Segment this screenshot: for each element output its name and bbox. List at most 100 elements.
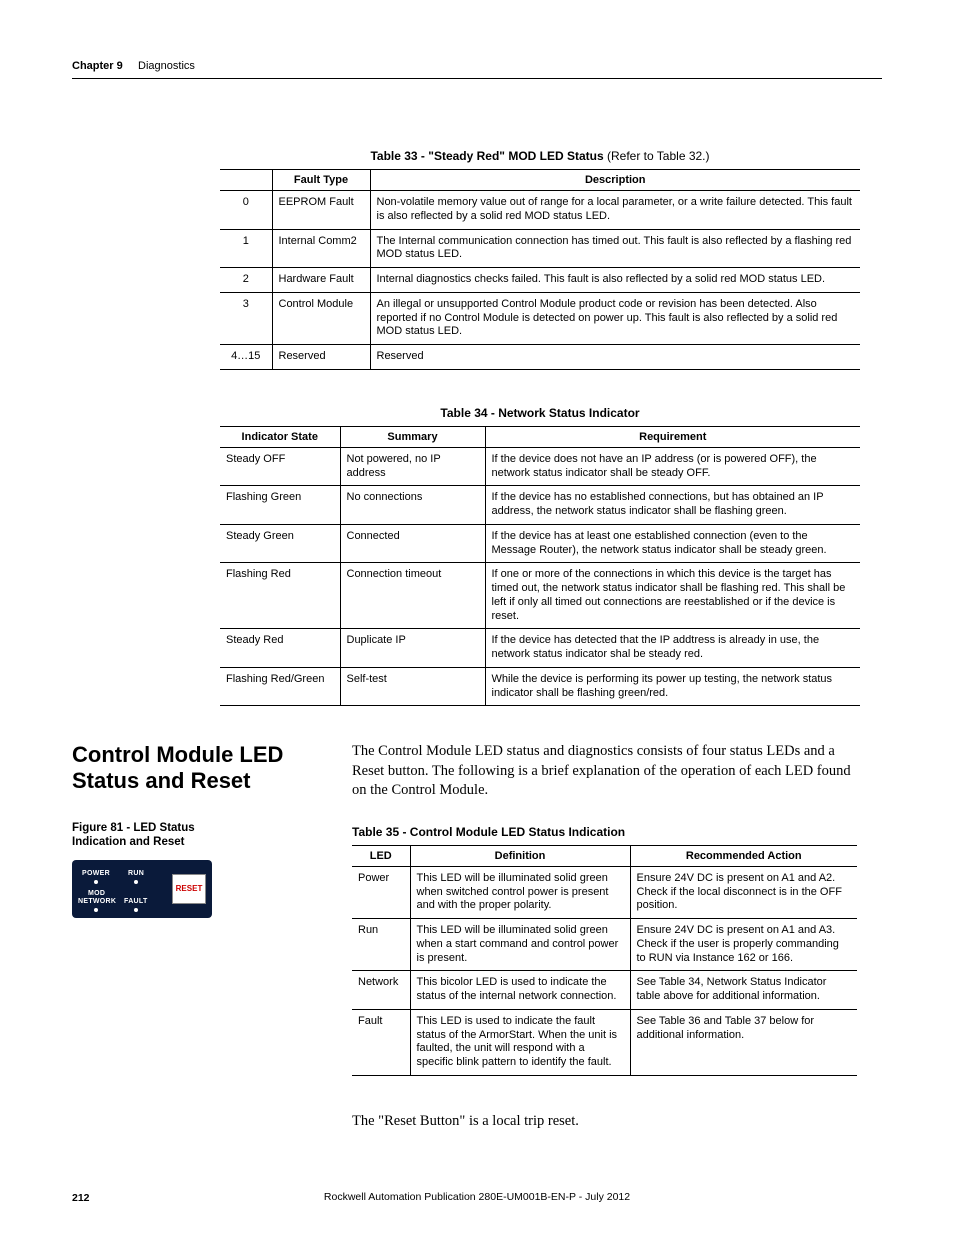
table35: LED Definition Recommended Action PowerT… [352, 845, 857, 1076]
t35-cell: This LED will be illuminated solid green… [410, 866, 630, 918]
t35-cell: See Table 36 and Table 37 below for addi… [630, 1009, 857, 1075]
table33: Fault Type Description 0EEPROM FaultNon-… [220, 169, 860, 370]
t35-row: FaultThis LED is used to indicate the fa… [352, 1009, 857, 1075]
led-panel: POWER RUN MOD NETWORK FAULT RESET [72, 860, 212, 918]
t33-cell: Internal Comm2 [272, 229, 370, 268]
t34-cell: Steady Green [220, 524, 340, 563]
t34-cell: Duplicate IP [340, 629, 485, 668]
t34-cell: Flashing Red/Green [220, 667, 340, 706]
led-power-label: POWER [82, 870, 110, 877]
t34-cell: If the device has detected that the IP a… [485, 629, 860, 668]
led-mod-label: MOD [88, 890, 105, 897]
t33-row: 2Hardware FaultInternal diagnostics chec… [220, 268, 860, 293]
t34-row: Steady RedDuplicate IPIf the device has … [220, 629, 860, 668]
t35-h1: Definition [410, 845, 630, 866]
t33-row: 3Control ModuleAn illegal or unsupported… [220, 292, 860, 344]
page-header: Chapter 9 Diagnostics [72, 60, 882, 72]
t33-cell: Non-volatile memory value out of range f… [370, 191, 860, 230]
t35-cell: This LED is used to indicate the fault s… [410, 1009, 630, 1075]
table33-caption: Table 33 - "Steady Red" MOD LED Status (… [220, 149, 860, 163]
t35-cell: Network [352, 971, 410, 1010]
t35-cell: This bicolor LED is used to indicate the… [410, 971, 630, 1010]
table34-caption: Table 34 - Network Status Indicator [220, 406, 860, 420]
t35-row: RunThis LED will be illuminated solid gr… [352, 919, 857, 971]
t33-cell: 2 [220, 268, 272, 293]
t34-cell: If the device does not have an IP addres… [485, 447, 860, 486]
t33-h1: Fault Type [272, 170, 370, 191]
t33-cell: The Internal communication connection ha… [370, 229, 860, 268]
t34-cell: Flashing Red [220, 563, 340, 629]
t33-h2: Description [370, 170, 860, 191]
t34-cell: Connection timeout [340, 563, 485, 629]
t33-cell: Internal diagnostics checks failed. This… [370, 268, 860, 293]
t34-cell: If one or more of the connections in whi… [485, 563, 860, 629]
t35-cell: Power [352, 866, 410, 918]
page-number: 212 [72, 1192, 90, 1204]
t35-row: NetworkThis bicolor LED is used to indic… [352, 971, 857, 1010]
t33-cell: 1 [220, 229, 272, 268]
t35-h2: Recommended Action [630, 845, 857, 866]
t35-cell: See Table 34, Network Status Indicator t… [630, 971, 857, 1010]
t33-cell: Control Module [272, 292, 370, 344]
table33-caption-bold: Table 33 - "Steady Red" MOD LED Status [370, 149, 603, 163]
t34-cell: If the device has no established connect… [485, 486, 860, 525]
t34-h0: Indicator State [220, 426, 340, 447]
t34-cell: Steady Red [220, 629, 340, 668]
led-network-dot [94, 908, 98, 912]
table34: Indicator State Summary Requirement Stea… [220, 426, 860, 707]
table33-caption-rest: (Refer to Table 32.) [604, 149, 710, 163]
t34-h1: Summary [340, 426, 485, 447]
section-para2: The "Reset Button" is a local trip reset… [352, 1112, 857, 1132]
figure81-caption: Figure 81 - LED Status Indication and Re… [72, 821, 232, 850]
t35-h0: LED [352, 845, 410, 866]
t34-cell: Self-test [340, 667, 485, 706]
led-run-label: RUN [128, 870, 144, 877]
led-network-label: NETWORK [78, 898, 116, 905]
t33-cell: Reserved [272, 345, 370, 370]
led-power-dot [94, 880, 98, 884]
t33-row: 1Internal Comm2The Internal communicatio… [220, 229, 860, 268]
t35-cell: Run [352, 919, 410, 971]
page-footer: 212 Rockwell Automation Publication 280E… [72, 1192, 882, 1203]
led-run-dot [134, 880, 138, 884]
t34-cell: Connected [340, 524, 485, 563]
header-rule [72, 78, 882, 79]
t34-row: Steady GreenConnectedIf the device has a… [220, 524, 860, 563]
t34-cell: Steady OFF [220, 447, 340, 486]
t34-cell: Not powered, no IP address [340, 447, 485, 486]
t33-cell: EEPROM Fault [272, 191, 370, 230]
t33-cell: 3 [220, 292, 272, 344]
t33-cell: An illegal or unsupported Control Module… [370, 292, 860, 344]
t34-row: Steady OFFNot powered, no IP addressIf t… [220, 447, 860, 486]
t35-cell: This LED will be illuminated solid green… [410, 919, 630, 971]
led-fault-dot [134, 908, 138, 912]
t34-h2: Requirement [485, 426, 860, 447]
chapter-label: Chapter 9 [72, 60, 123, 72]
t33-cell: Hardware Fault [272, 268, 370, 293]
t33-cell: 0 [220, 191, 272, 230]
section-row: Control Module LED Status and Reset Figu… [72, 742, 882, 1131]
t34-row: Flashing RedConnection timeoutIf one or … [220, 563, 860, 629]
t34-row: Flashing GreenNo connectionsIf the devic… [220, 486, 860, 525]
footer-publication: Rockwell Automation Publication 280E-UM0… [72, 1191, 882, 1203]
t34-cell: Flashing Green [220, 486, 340, 525]
t33-row: 4…15ReservedReserved [220, 345, 860, 370]
led-fault-label: FAULT [124, 898, 148, 905]
reset-button[interactable]: RESET [172, 874, 206, 904]
t34-cell: If the device has at least one establish… [485, 524, 860, 563]
t35-cell: Fault [352, 1009, 410, 1075]
t34-cell: While the device is performing its power… [485, 667, 860, 706]
t35-row: PowerThis LED will be illuminated solid … [352, 866, 857, 918]
section-heading: Control Module LED Status and Reset [72, 742, 322, 793]
t33-row: 0EEPROM FaultNon-volatile memory value o… [220, 191, 860, 230]
chapter-title: Diagnostics [138, 60, 195, 72]
t34-row: Flashing Red/GreenSelf-testWhile the dev… [220, 667, 860, 706]
t33-h0 [220, 170, 272, 191]
t33-cell: 4…15 [220, 345, 272, 370]
t35-cell: Ensure 24V DC is present on A1 and A2. C… [630, 866, 857, 918]
t34-cell: No connections [340, 486, 485, 525]
t33-cell: Reserved [370, 345, 860, 370]
section-para1: The Control Module LED status and diagno… [352, 742, 857, 801]
t35-cell: Ensure 24V DC is present on A1 and A3. C… [630, 919, 857, 971]
table35-caption: Table 35 - Control Module LED Status Ind… [352, 825, 857, 839]
